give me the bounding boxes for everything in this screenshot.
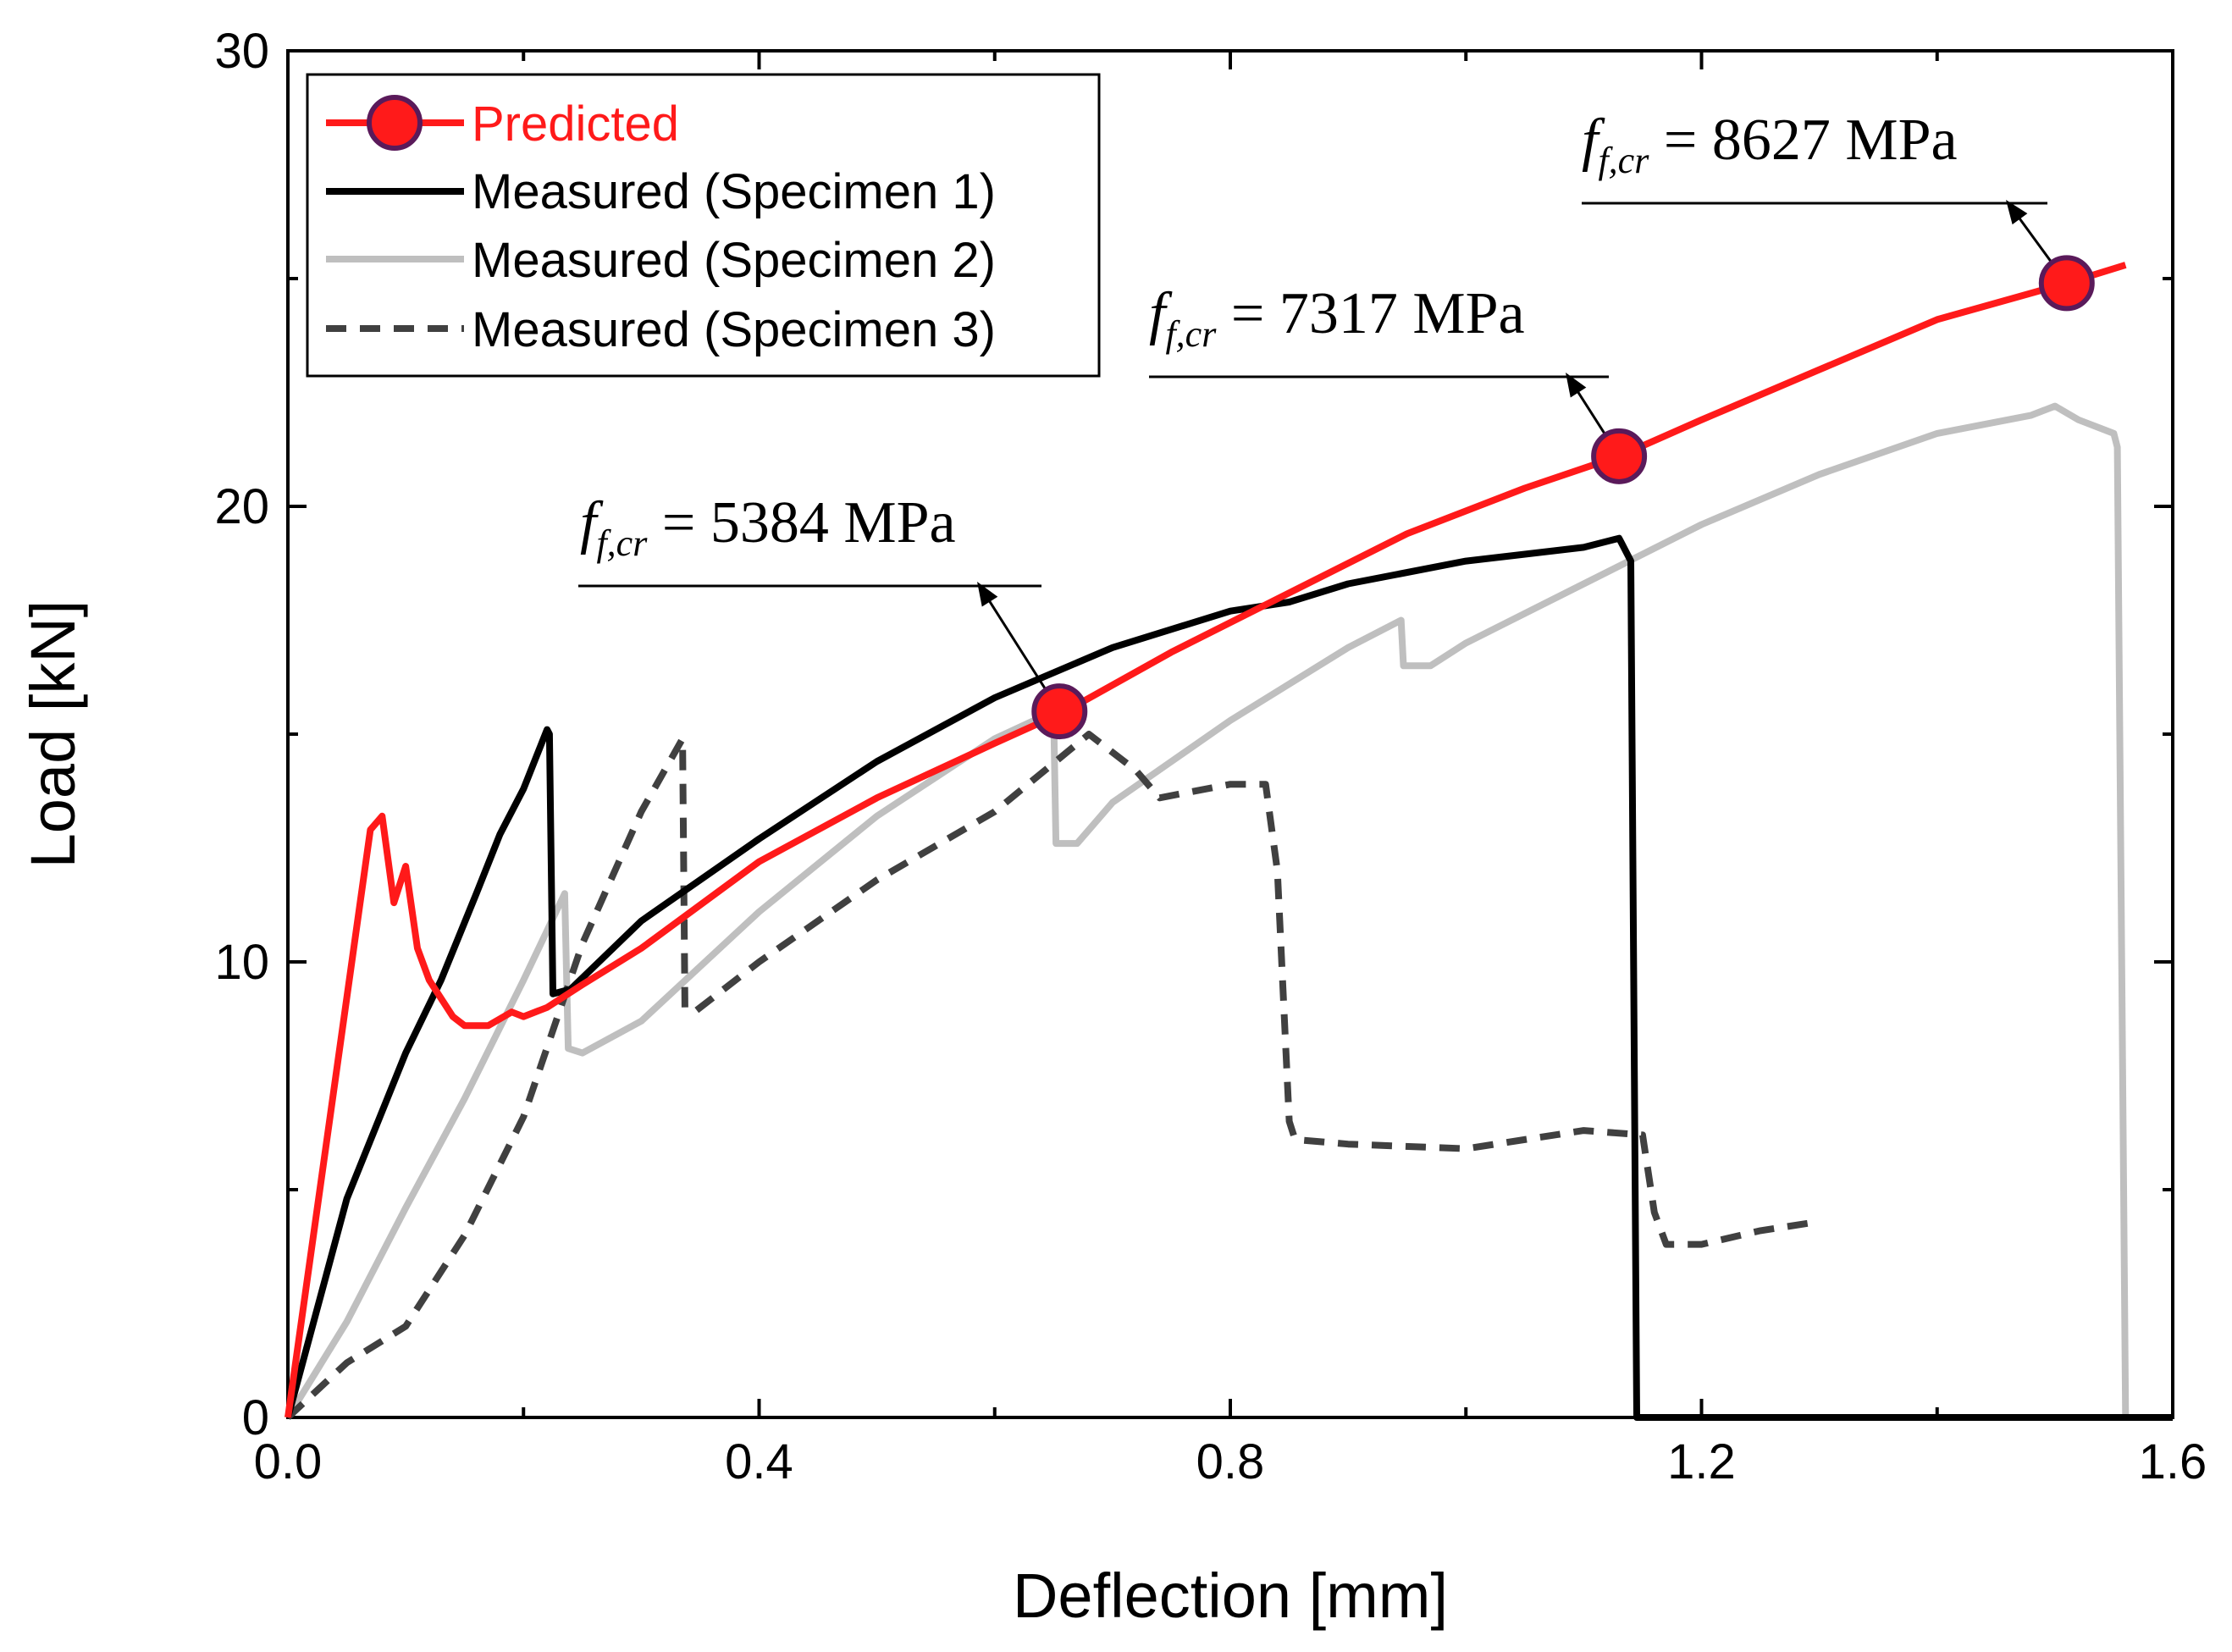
legend-label-specimen-1: Measured (Specimen 1) <box>472 164 996 219</box>
y-tick-label: 0 <box>242 1390 269 1445</box>
y-tick-label: 30 <box>214 24 269 79</box>
legend-entry-specimen-2: Measured (Specimen 2) <box>326 233 996 288</box>
x-tick-label: 0.8 <box>1196 1434 1265 1489</box>
x-tick-label: 1.2 <box>1667 1434 1736 1489</box>
predicted-marker <box>1591 428 1648 484</box>
annotation-arrowhead <box>977 582 998 607</box>
y-axis-title: Load [kN] <box>18 600 88 869</box>
annotation-arrowhead <box>1566 373 1587 398</box>
predicted-marker <box>2038 255 2095 312</box>
legend-label-specimen-3: Measured (Specimen 3) <box>472 302 996 357</box>
legend-entry-specimen-1: Measured (Specimen 1) <box>326 164 996 219</box>
x-axis-title: Deflection [mm] <box>1013 1561 1448 1631</box>
annotation-2: ff,cr = 7317 MPa <box>1149 281 1621 457</box>
y-tick-label: 10 <box>214 935 269 990</box>
legend-entry-specimen-3: Measured (Specimen 3) <box>326 302 996 357</box>
series-specimen-3 <box>285 731 1820 1420</box>
y-tick-label: 20 <box>214 479 269 534</box>
x-tick-label: 0.4 <box>725 1434 793 1489</box>
legend-marker-predicted <box>367 95 423 151</box>
marker-layer <box>1031 255 2095 740</box>
annotation-1: ff,cr = 5384 MPa <box>578 490 1061 712</box>
annotation-label: ff,cr = 7317 MPa <box>1149 281 1525 355</box>
series-predicted <box>285 262 2127 1418</box>
legend-entry-predicted: Predicted <box>326 95 679 152</box>
annotation-label: ff,cr = 5384 MPa <box>580 490 956 564</box>
legend-label-specimen-2: Measured (Specimen 2) <box>472 233 996 288</box>
x-tick-label: 0.0 <box>254 1434 323 1489</box>
legend: Predicted Measured (Specimen 1) Measured… <box>306 73 1101 378</box>
series-specimen-2 <box>285 402 2173 1421</box>
annotation-label: ff,cr = 8627 MPa <box>1582 108 1958 181</box>
predicted-marker <box>1031 683 1088 740</box>
series-layer <box>285 262 2173 1421</box>
x-tick-label: 1.6 <box>2139 1434 2207 1489</box>
annotation-3: ff,cr = 8627 MPa <box>1582 108 2068 285</box>
series-specimen-1 <box>285 534 2173 1421</box>
tick-labels: 0.0 0.4 0.8 1.2 1.6 0 10 20 30 <box>214 24 2207 1489</box>
legend-label-predicted: Predicted <box>472 97 679 152</box>
annotation-arrowhead <box>2006 200 2028 225</box>
